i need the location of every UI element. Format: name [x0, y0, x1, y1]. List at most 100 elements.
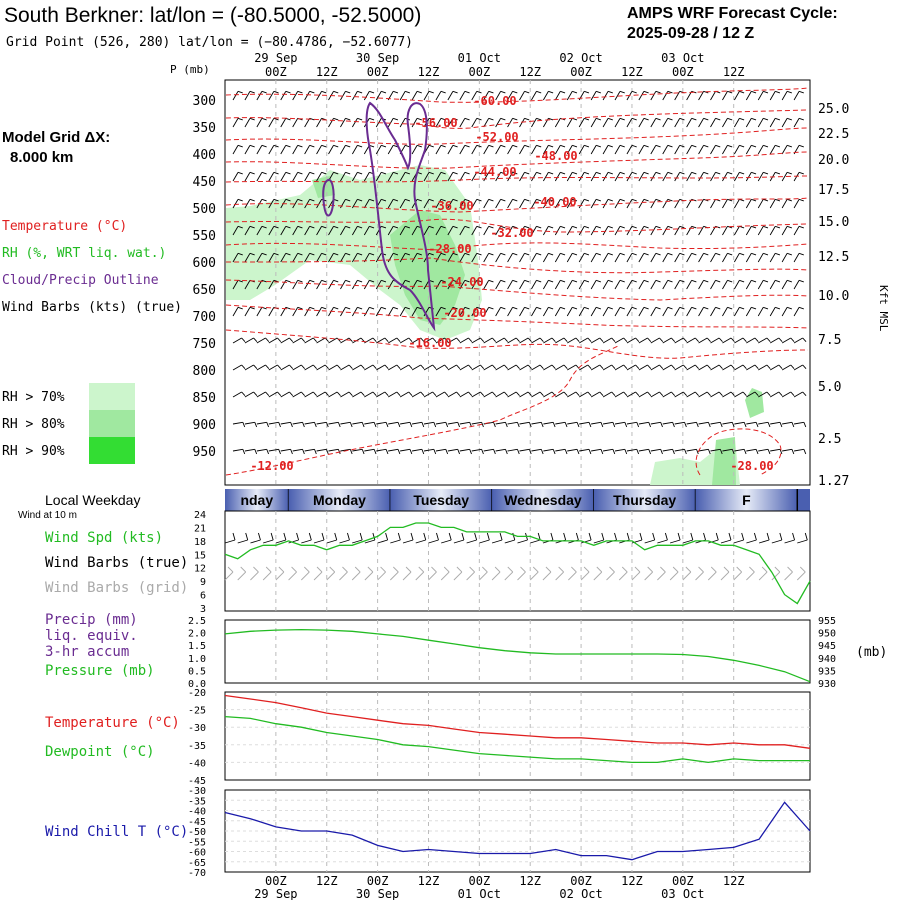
wind-barb: [650, 144, 661, 155]
wind-barb: [542, 279, 554, 290]
wind-barb: [459, 306, 470, 317]
wind-barb: [507, 337, 520, 344]
wind-y-tick-labels: 24 21 18 15 12 9 6 3: [194, 510, 206, 615]
wind-barb: [602, 391, 616, 398]
isotherm-48: [225, 151, 809, 169]
wind-barb: [638, 391, 652, 398]
wind-barb-grid: [517, 566, 526, 581]
wind-barb-grid: [631, 566, 641, 581]
wind-barb: [304, 117, 315, 128]
wind-barb: [662, 391, 676, 398]
temp-y-tick-labels: -20 -25 -30 -35 -40 -45: [188, 688, 206, 787]
wind-barb: [626, 306, 637, 317]
pressure-tick: 350: [193, 121, 216, 136]
wind-barb: [650, 337, 664, 344]
wind-barb-grid: [593, 566, 603, 581]
isotherm-60: [225, 87, 809, 103]
wind-barb-grid: [580, 566, 590, 581]
height-tick: 1.27: [818, 474, 849, 489]
wind-barb: [375, 144, 387, 155]
wind-barb: [757, 117, 769, 128]
wind-barb: [591, 421, 604, 428]
wind-barb-true: [720, 532, 732, 544]
wind-barb: [495, 337, 508, 344]
wind-barb-grid: [695, 566, 704, 581]
top-time-tick: 12Z: [418, 65, 440, 79]
wind-barb: [351, 144, 363, 155]
wind-barb: [662, 421, 675, 428]
wind-barb: [638, 421, 651, 428]
temperature-line: [224, 694, 811, 749]
wind-barb: [483, 306, 494, 317]
wind-barb-grid: [351, 566, 361, 581]
wind-barb-grid: [746, 566, 755, 581]
wind-barb: [447, 225, 458, 236]
wind-barb: [542, 144, 554, 155]
wind-barb: [578, 337, 592, 344]
wind-barb: [280, 90, 291, 101]
wind-barb: [363, 198, 375, 209]
wind-barb: [387, 144, 399, 155]
top-time-tick: 00Z: [367, 65, 389, 79]
wind-barb: [244, 448, 258, 455]
wind-barb: [638, 337, 652, 344]
contour-labels: -60.00 -56.00 -52.00 -48.00 -44.00 -40.00 -36.…: [250, 94, 773, 473]
top-time-tick: 00Z: [570, 65, 592, 79]
wind-barb: [375, 279, 387, 290]
wind-barb: [638, 144, 649, 155]
wind-barb-grid: [568, 566, 577, 581]
wind-barb: [590, 90, 602, 101]
wind-barb: [519, 198, 530, 209]
wind-barb: [495, 117, 506, 128]
wind-barb: [614, 252, 625, 263]
wind-barb: [746, 448, 759, 455]
wind-barb: [781, 144, 793, 155]
wind-barb: [662, 252, 673, 263]
wind-barb: [423, 421, 437, 428]
pressure-tick-labels: 300 350 400 450 500 550 600 650 700 750 800 850 900 9…: [193, 94, 216, 460]
contour-label: -28.00: [428, 242, 471, 256]
wind-barb: [662, 306, 673, 317]
wind-barb: [435, 225, 446, 236]
height-tick: 7.5: [818, 333, 841, 348]
bottom-date-label: 30 Sep: [356, 887, 399, 900]
wind-barb: [280, 421, 293, 428]
isotherm-52: [225, 127, 809, 145]
contour-label: -52.00: [475, 130, 518, 144]
wind-barb: [638, 171, 649, 182]
wind-barb: [757, 198, 769, 209]
wind-barb: [793, 225, 804, 236]
wind-barb: [292, 364, 306, 371]
wind-barb: [734, 364, 747, 371]
wind-barb: [328, 144, 339, 155]
wind-barb: [316, 364, 329, 371]
height-tick-labels: 25.0 22.5 20.0 17.5 15.0 12.5 10.0 7.5 5.0 2.5 1.2…: [818, 102, 849, 489]
pressure-tick: 400: [193, 148, 216, 163]
wind-barb: [567, 337, 580, 344]
model-grid-label: Model Grid ΔX:: [2, 129, 110, 146]
wind-barb: [435, 198, 446, 209]
bottom-time-tick: 00Z: [265, 874, 287, 888]
wind-barb: [733, 117, 745, 128]
wind-barb: [662, 90, 673, 101]
wind-barb: [519, 337, 532, 344]
y-tick: 24: [194, 510, 206, 521]
wind-barb: [566, 252, 578, 263]
wind-barb: [483, 171, 494, 182]
wind-barb: [746, 337, 759, 344]
y-tick: -65: [188, 858, 206, 869]
wind-barb: [757, 279, 769, 290]
wind-barb: [423, 448, 437, 455]
wind-barb-true: [326, 532, 338, 544]
y-tick: 21: [194, 523, 206, 534]
wind-barb: [507, 171, 518, 182]
wind-barb: [411, 117, 422, 128]
wind-barb: [387, 337, 401, 344]
contour-label: -40.00: [533, 195, 576, 209]
wind-barb: [304, 171, 315, 182]
wind-barb: [698, 171, 709, 182]
wind-barb: [507, 279, 518, 290]
wind-barb: [555, 337, 568, 344]
wind-barb-grid: [682, 566, 692, 581]
wind-barb: [363, 225, 375, 236]
